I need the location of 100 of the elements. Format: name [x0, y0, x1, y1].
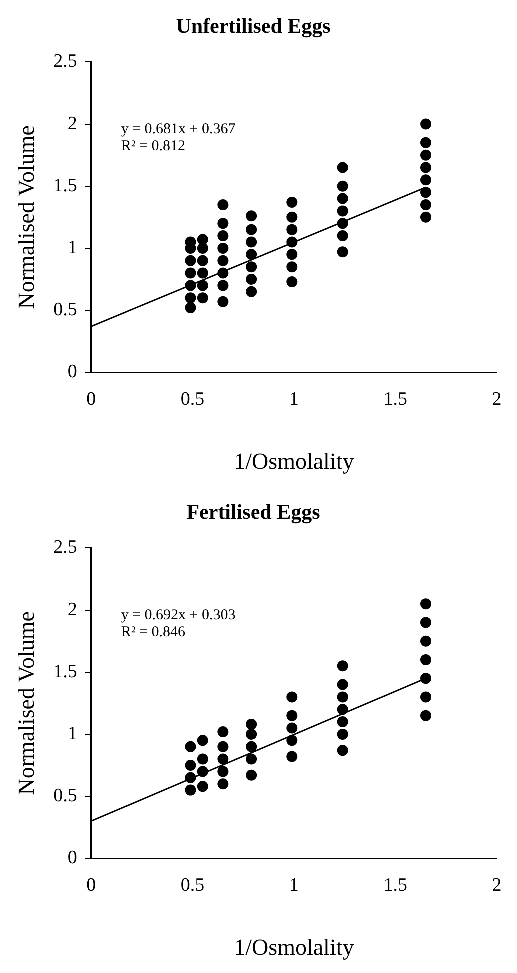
point	[286, 236, 298, 248]
point	[337, 180, 348, 192]
point	[246, 210, 258, 222]
x-axis-title: 1/Osmolality	[234, 449, 355, 474]
point	[420, 212, 432, 223]
point	[337, 679, 348, 690]
point	[420, 710, 432, 722]
point	[420, 187, 432, 198]
y-tick-label: 0	[68, 362, 78, 383]
point	[197, 268, 208, 279]
point	[197, 735, 208, 746]
point	[420, 673, 432, 684]
point	[218, 199, 229, 210]
annotation: R² = 0.812	[121, 138, 186, 155]
point	[197, 242, 208, 254]
annotation: y = 0.681x + 0.367	[121, 122, 236, 138]
y-axis-title: Normalised Volume	[14, 126, 39, 310]
y-tick-label: 1.5	[54, 175, 78, 196]
point	[286, 197, 298, 208]
point	[286, 212, 298, 223]
x-tick-label: 2	[492, 388, 502, 410]
point	[218, 741, 229, 752]
point	[197, 292, 208, 304]
point	[246, 770, 258, 781]
y-tick-label: 2.5	[54, 51, 78, 72]
point	[337, 660, 348, 672]
x-tick-label: 0.5	[180, 388, 205, 410]
point	[246, 236, 258, 248]
point	[286, 224, 298, 236]
point	[286, 249, 298, 260]
annotation: y = 0.692x + 0.303	[121, 608, 236, 624]
point	[185, 760, 196, 771]
x-tick-label: 0.5	[180, 874, 205, 896]
point	[218, 255, 229, 266]
point	[246, 728, 258, 740]
point	[337, 728, 348, 740]
point	[337, 230, 348, 242]
point	[337, 246, 348, 258]
point	[337, 716, 348, 728]
point	[246, 224, 258, 236]
point	[286, 722, 298, 734]
y-tick-label: 0	[68, 848, 78, 869]
point	[185, 280, 196, 292]
point	[185, 255, 196, 266]
point	[246, 274, 258, 285]
annotation: R² = 0.846	[121, 624, 186, 641]
point	[420, 199, 432, 210]
point	[218, 778, 229, 790]
point	[246, 719, 258, 730]
chart-title: Unfertilised Eggs	[176, 14, 331, 38]
point	[197, 754, 208, 765]
point	[337, 745, 348, 756]
point	[337, 193, 348, 204]
point	[420, 174, 432, 186]
y-tick-label: 2	[68, 113, 78, 134]
y-tick-label: 0.5	[54, 300, 78, 321]
point	[337, 704, 348, 716]
point	[420, 137, 432, 148]
point	[246, 754, 258, 765]
point	[218, 766, 229, 778]
point	[286, 276, 298, 288]
point	[218, 726, 229, 738]
point	[218, 754, 229, 765]
point	[218, 242, 229, 254]
point	[420, 150, 432, 161]
point	[286, 262, 298, 273]
point	[420, 162, 432, 174]
point	[218, 268, 229, 279]
point	[185, 741, 196, 752]
y-tick-label: 2	[68, 599, 78, 620]
point	[218, 230, 229, 242]
x-tick-label: 1	[289, 388, 299, 410]
point	[246, 286, 258, 298]
point	[420, 617, 432, 628]
y-tick-label: 2.5	[54, 537, 78, 558]
y-tick-label: 0.5	[54, 786, 78, 807]
point	[197, 781, 208, 792]
x-tick-label: 0	[86, 388, 96, 410]
x-tick-label: 2	[492, 874, 502, 896]
x-tick-label: 1.5	[384, 388, 408, 410]
point	[185, 784, 196, 796]
y-axis-title: Normalised Volume	[14, 612, 39, 796]
y-tick-label: 1	[68, 723, 78, 744]
chart-title: Fertilised Eggs	[186, 500, 320, 524]
x-tick-label: 1	[289, 874, 299, 896]
point	[337, 218, 348, 230]
point	[246, 262, 258, 273]
point	[197, 766, 208, 778]
point	[420, 636, 432, 647]
point	[185, 302, 196, 314]
point	[185, 268, 196, 279]
y-tick-label: 1.5	[54, 661, 78, 682]
point	[246, 249, 258, 260]
point	[420, 118, 432, 130]
x-tick-label: 1.5	[384, 874, 408, 896]
point	[286, 710, 298, 722]
point	[185, 292, 196, 304]
y-tick-label: 1	[68, 237, 78, 258]
point	[420, 598, 432, 610]
point	[286, 692, 298, 703]
